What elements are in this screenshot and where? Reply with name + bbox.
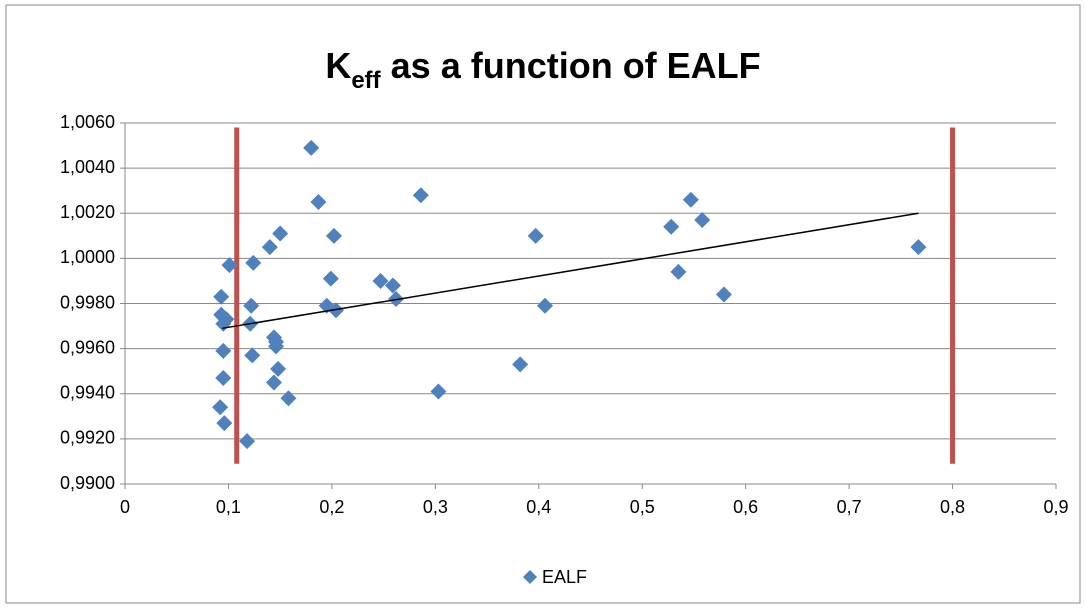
y-tick-label: 0,9920 [60, 428, 115, 448]
data-point [215, 342, 232, 359]
data-point [384, 277, 401, 294]
data-point [270, 360, 287, 377]
title-rest: as a function of EALF [391, 45, 761, 86]
y-tick-label: 1,0000 [60, 247, 115, 267]
data-point [261, 239, 278, 256]
data-point [536, 297, 553, 314]
data-point [272, 225, 289, 242]
y-tick-label: 1,0060 [60, 112, 115, 132]
x-tick-label: 0 [120, 497, 130, 517]
data-point [243, 297, 260, 314]
y-tick-label: 0,9960 [60, 337, 115, 357]
x-tick-label: 0,5 [630, 497, 655, 517]
x-tick-label: 0,3 [423, 497, 448, 517]
data-point [212, 399, 229, 416]
data-point [245, 254, 262, 271]
y-tick-label: 0,9900 [60, 473, 115, 493]
x-tick-label: 0,7 [837, 497, 862, 517]
y-tick-label: 0,9940 [60, 383, 115, 403]
x-tick-label: 0,1 [216, 497, 241, 517]
data-point [682, 191, 699, 208]
x-tick-label: 0,9 [1043, 497, 1068, 517]
data-point [213, 288, 230, 305]
data-point [663, 218, 680, 235]
data-point [715, 286, 732, 303]
chart-title: Keff as a function of EALF [325, 45, 760, 94]
legend-label: EALF [542, 567, 587, 587]
data-point [310, 193, 327, 210]
data-point [280, 390, 297, 407]
title-subscript: eff [351, 67, 381, 94]
data-point [221, 257, 238, 274]
data-point [430, 383, 447, 400]
x-tick-label: 0,8 [940, 497, 965, 517]
y-tick-label: 0,9980 [60, 292, 115, 312]
data-point [670, 263, 687, 280]
legend-marker [523, 570, 537, 584]
x-tick-label: 0,6 [733, 497, 758, 517]
data-point [265, 374, 282, 391]
data-point [244, 347, 261, 364]
y-tick-label: 1,0020 [60, 202, 115, 222]
data-point [910, 239, 927, 256]
x-tick-label: 0,2 [319, 497, 344, 517]
data-point [322, 270, 339, 287]
data-point [412, 187, 429, 204]
data-point [268, 333, 285, 350]
y-tick-label: 1,0040 [60, 157, 115, 177]
trendline [222, 212, 919, 330]
title-main: K [325, 45, 351, 86]
data-point [239, 433, 256, 450]
x-tick-label: 0,4 [526, 497, 551, 517]
data-point [527, 227, 544, 244]
data-point [512, 356, 529, 373]
data-point [216, 415, 233, 432]
data-point [325, 227, 342, 244]
data-point [215, 369, 232, 386]
data-point [303, 139, 320, 156]
data-point [372, 272, 389, 289]
data-point [694, 212, 711, 229]
